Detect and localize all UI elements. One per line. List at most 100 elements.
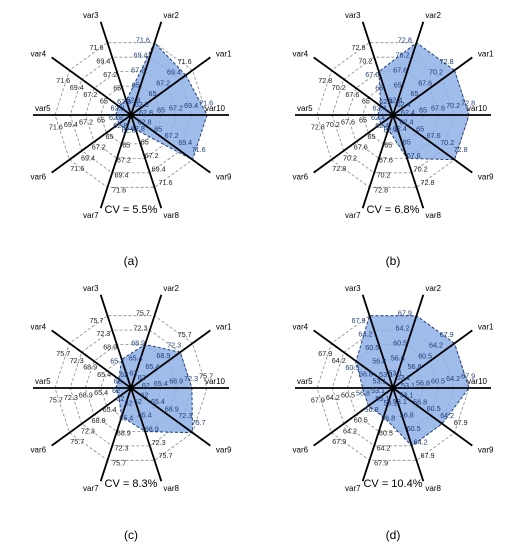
- cv-caption: CV = 5.5%: [105, 204, 158, 216]
- axis-label-var6: var6: [293, 446, 309, 455]
- axis-line-var9: [392, 114, 473, 174]
- ring-tick-label: 62: [142, 381, 150, 390]
- axis-label-var9: var9: [216, 173, 232, 182]
- ring-tick-label: 67.2: [131, 66, 145, 75]
- ring-tick-label: 65: [362, 97, 370, 106]
- panel-label: (d): [386, 528, 401, 542]
- axis-line-var6: [51, 114, 132, 174]
- ring-tick-label: 68.9: [131, 338, 145, 347]
- ring-tick-label: 64.2: [326, 393, 340, 402]
- ring-tick-label: 56.8: [365, 405, 379, 414]
- ring-tick-label: 72.3: [64, 393, 78, 402]
- ring-tick-label: 62: [141, 390, 149, 399]
- ring-tick-label: 65.4: [154, 379, 168, 388]
- axis-label-var8: var8: [163, 211, 179, 220]
- ring-tick-label: 71.6: [136, 35, 150, 44]
- axis-line-var8: [130, 114, 163, 209]
- ring-tick-label: 65: [384, 141, 392, 150]
- ring-tick-label: 72.8: [318, 76, 332, 85]
- ring-tick-label: 62: [129, 369, 137, 378]
- axis-label-var3: var3: [345, 284, 361, 293]
- ring-tick-label: 62.4: [401, 108, 415, 117]
- ring-tick-label: 53.1: [400, 390, 414, 399]
- ring-tick-label: 62.4: [388, 96, 402, 105]
- axis-line-var4: [51, 329, 132, 389]
- ring-tick-label: 67.9: [318, 349, 332, 358]
- ring-tick-label: 72.8: [398, 35, 412, 44]
- ring-tick-label: 67.2: [117, 156, 131, 165]
- radar-panel-3: 6265.468.972.375.76265.468.972.375.76265…: [31, 284, 232, 542]
- axis-label-var4: var4: [31, 49, 47, 58]
- ring-tick-label: 56.8: [413, 397, 427, 406]
- grid-ring: [316, 42, 470, 188]
- ring-tick-label: 67.9: [311, 395, 325, 404]
- axis-label-var5: var5: [35, 377, 51, 386]
- ring-tick-label: 65.4: [103, 405, 117, 414]
- ring-tick-label: 67.6: [407, 151, 421, 160]
- ring-tick-label: 70.2: [429, 68, 443, 77]
- ring-tick-label: 68.9: [92, 416, 106, 425]
- axis-line-var2: [130, 21, 163, 116]
- axis-line-var8: [392, 387, 425, 482]
- axis-label-var4: var4: [293, 49, 309, 58]
- ring-tick-label: 72.3: [152, 438, 166, 447]
- axis-line-var3: [99, 294, 132, 389]
- ring-tick-label: 67.2: [92, 143, 106, 152]
- axis-line-var2: [392, 21, 425, 116]
- ring-tick-label: 75.7: [90, 316, 104, 325]
- axis-line-var2: [392, 294, 425, 389]
- ring-tick-label: 62: [120, 370, 128, 379]
- ring-tick-label: 65.4: [119, 413, 133, 422]
- axis-line-var7: [99, 387, 132, 482]
- ring-tick-label: 67.9: [454, 418, 468, 427]
- ring-tick-label: 62.8: [139, 108, 153, 117]
- ring-tick-label: 72.8: [440, 57, 454, 66]
- ring-tick-label: 70.2: [377, 171, 391, 180]
- axis-label-var7: var7: [345, 211, 361, 220]
- axis-label-var1: var1: [478, 322, 494, 331]
- ring-tick-label: 67.6: [418, 78, 432, 87]
- ring-tick-label: 75.7: [136, 308, 150, 317]
- ring-tick-label: 56.8: [359, 370, 373, 379]
- axis-line-var7: [361, 114, 394, 209]
- ring-tick-label: 70.2: [446, 101, 460, 110]
- axis-line-var6: [313, 387, 394, 447]
- ring-tick-label: 69.4: [178, 138, 192, 147]
- ring-tick-label: 71.6: [199, 99, 213, 108]
- grid-ring: [69, 329, 193, 447]
- axis-label-var8: var8: [163, 484, 179, 493]
- ring-tick-label: 72.3: [178, 411, 192, 420]
- ring-tick-label: 71.6: [90, 43, 104, 52]
- ring-tick-label: 65.4: [129, 354, 143, 363]
- ring-tick-label: 67.9: [440, 330, 454, 339]
- axis-label-var3: var3: [83, 284, 99, 293]
- axis-label-var5: var5: [297, 377, 313, 386]
- ring-tick-label: 67.2: [145, 151, 159, 160]
- ring-tick-label: 64.2: [446, 374, 460, 383]
- ring-tick-label: 65: [394, 81, 402, 90]
- ring-tick-label: 72.3: [167, 340, 181, 349]
- axis-line-var6: [313, 114, 394, 174]
- axis-line-var7: [99, 114, 132, 209]
- ring-tick-label: 67.9: [461, 372, 475, 381]
- ring-tick-label: 71.6: [49, 122, 63, 131]
- ring-tick-label: 60.5: [418, 351, 432, 360]
- axis-label-var10: var10: [467, 377, 488, 386]
- axis-line-var9: [130, 114, 211, 174]
- ring-tick-label: 67.2: [156, 78, 170, 87]
- ring-tick-label: 56.8: [381, 414, 395, 423]
- grid-ring: [54, 315, 208, 461]
- ring-tick-label: 62.4: [373, 104, 387, 113]
- axis-line-var3: [99, 21, 132, 116]
- ring-tick-label: 65: [106, 132, 114, 141]
- ring-tick-label: 53.1: [375, 394, 389, 403]
- ring-tick-label: 67.9: [398, 308, 412, 317]
- ring-tick-label: 65: [97, 115, 105, 124]
- ring-tick-label: 70.2: [414, 165, 428, 174]
- ring-tick-label: 56.8: [408, 362, 422, 371]
- ring-tick-label: 67.9: [332, 437, 346, 446]
- ring-tick-label: 72.3: [70, 356, 84, 365]
- ring-tick-label: 62.8: [111, 104, 125, 113]
- cv-caption: CV = 6.8%: [367, 204, 420, 216]
- ring-tick-label: 64.2: [358, 329, 372, 338]
